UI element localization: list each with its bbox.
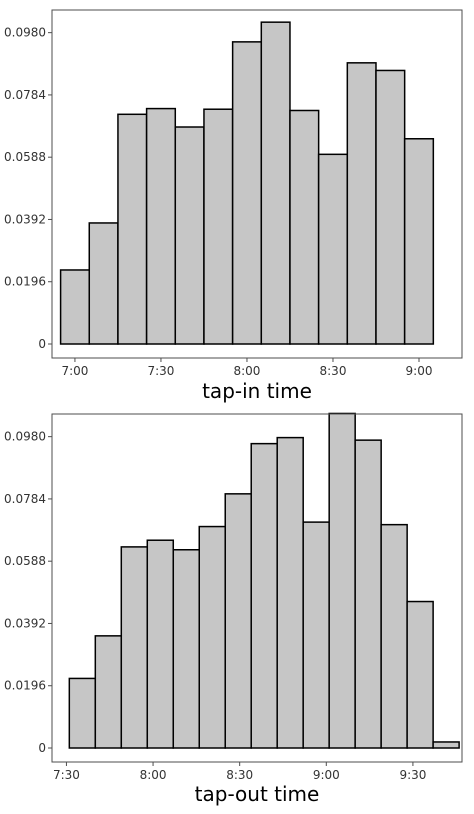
histogram-bar	[146, 539, 175, 749]
tap-in-histogram: 0 0.0196 0.0392 0.0588 0.0784 0.0980 7:00 7:30 8…	[4, 9, 463, 403]
x-tick-label: 7:30	[53, 768, 80, 782]
histogram-bar	[289, 109, 320, 345]
histogram-bar	[59, 269, 91, 345]
y-tick-label: 0.0980	[4, 26, 46, 40]
x-tick-label: 7:30	[147, 364, 174, 378]
y-tick-label: 0.0588	[4, 554, 46, 568]
histogram-bar	[117, 113, 148, 345]
histogram-bar	[68, 677, 97, 749]
y-tick-label: 0.0980	[4, 430, 46, 444]
histogram-bar	[224, 493, 252, 749]
histogram-bar	[375, 69, 406, 345]
y-tick-label: 0.0588	[4, 150, 46, 164]
panel-border	[51, 9, 463, 359]
y-tick-label: 0.0392	[4, 616, 46, 630]
histogram-bar	[94, 635, 123, 749]
x-tick-label: 9:00	[313, 768, 340, 782]
y-tick-label: 0.0784	[4, 88, 46, 102]
x-tick-label: 9:00	[406, 364, 433, 378]
histogram-bar	[317, 153, 349, 345]
x-tick-label: 8:30	[226, 768, 253, 782]
x-tick-label: 8:00	[140, 768, 167, 782]
histogram-bar	[198, 525, 226, 749]
panel-border	[51, 413, 463, 763]
y-tick-label: 0	[38, 337, 46, 351]
histogram-bar	[302, 521, 330, 749]
histogram-bar	[354, 439, 382, 749]
tap-out-histogram: 0 0.0196 0.0392 0.0588 0.0784 0.0980 7:30 8:00 8…	[4, 412, 463, 806]
histogram-bar	[120, 546, 149, 749]
histogram-bar	[380, 523, 408, 749]
histogram-bar	[406, 600, 434, 749]
y-tick-label: 0.0392	[4, 212, 46, 226]
x-tick-label: 8:30	[320, 364, 347, 378]
histogram-bar	[172, 549, 201, 749]
histogram-bar	[276, 436, 304, 749]
histogram-bar	[346, 62, 377, 345]
histogram-bar	[403, 138, 435, 345]
histogram-bar	[328, 412, 356, 749]
x-tick-label: 7:00	[61, 364, 88, 378]
histogram-bar	[432, 741, 460, 749]
y-tick-label: 0.0196	[4, 275, 46, 289]
histogram-bar	[174, 126, 205, 345]
y-tick-label: 0.0784	[4, 492, 46, 506]
y-tick-label: 0.0196	[4, 679, 46, 693]
x-tick-label: 8:00	[233, 364, 260, 378]
histogram-bar	[260, 21, 291, 345]
histogram-bar	[231, 41, 263, 345]
x-axis-title: tap-in time	[202, 379, 312, 403]
histogram-bar	[250, 442, 278, 749]
y-tick-label: 0	[38, 741, 46, 755]
histogram-bar	[145, 107, 177, 345]
x-axis-title: tap-out time	[195, 782, 320, 806]
histogram-bar	[203, 108, 234, 345]
histogram-bar	[88, 222, 119, 345]
x-tick-label: 9:30	[399, 768, 426, 782]
